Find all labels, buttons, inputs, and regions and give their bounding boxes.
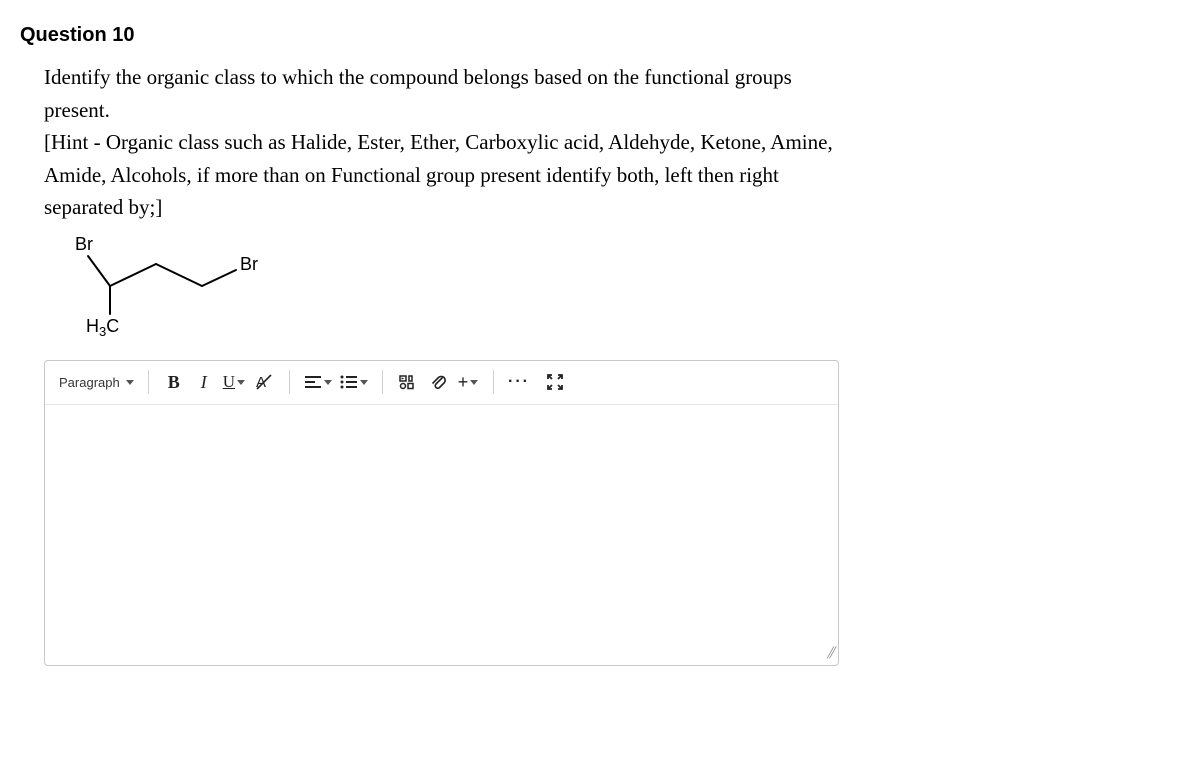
question-body: Identify the organic class to which the … [20,61,840,666]
paperclip-icon [429,373,447,391]
insert-button[interactable]: + [453,367,483,397]
question-prompt: Identify the organic class to which the … [44,61,840,224]
align-left-icon [304,375,322,389]
prompt-line-2: [Hint - Organic class such as Halide, Es… [44,130,833,219]
more-icon: ··· [508,373,530,391]
toolbar-divider [148,370,149,394]
align-button[interactable] [300,367,336,397]
label-br-left: Br [75,234,93,254]
chevron-down-icon [470,380,478,385]
plus-icon: + [458,373,469,391]
italic-icon: I [201,372,207,393]
label-ch3: H3C [86,316,119,339]
chevron-down-icon [126,380,134,385]
bullet-list-icon [340,375,358,389]
bold-button[interactable]: B [159,367,189,397]
fullscreen-icon [547,374,563,390]
fullscreen-button[interactable] [540,367,570,397]
toolbar-divider [289,370,290,394]
paragraph-style-select[interactable]: Paragraph [55,375,138,390]
list-button[interactable] [336,367,372,397]
media-button[interactable] [393,367,423,397]
prompt-line-1: Identify the organic class to which the … [44,65,792,122]
chemical-structure: Br Br H3C [40,232,840,342]
underline-icon: U [223,372,235,392]
editor-toolbar: Paragraph B I U A [45,361,838,405]
toolbar-divider [382,370,383,394]
clear-format-button[interactable]: A [249,367,279,397]
attachment-button[interactable] [423,367,453,397]
italic-button[interactable]: I [189,367,219,397]
clear-format-icon: A [254,372,274,392]
chevron-down-icon [360,380,368,385]
chevron-down-icon [324,380,332,385]
label-br-right: Br [240,254,258,274]
more-button[interactable]: ··· [504,367,534,397]
bold-icon: B [168,372,180,393]
chevron-down-icon [237,380,245,385]
paragraph-label: Paragraph [59,375,120,390]
editor-content-area[interactable] [45,405,838,665]
media-icon [398,374,418,390]
underline-button[interactable]: U [219,367,249,397]
rich-text-editor: Paragraph B I U A [44,360,839,666]
question-header: Question 10 [20,24,1180,47]
toolbar-divider [493,370,494,394]
